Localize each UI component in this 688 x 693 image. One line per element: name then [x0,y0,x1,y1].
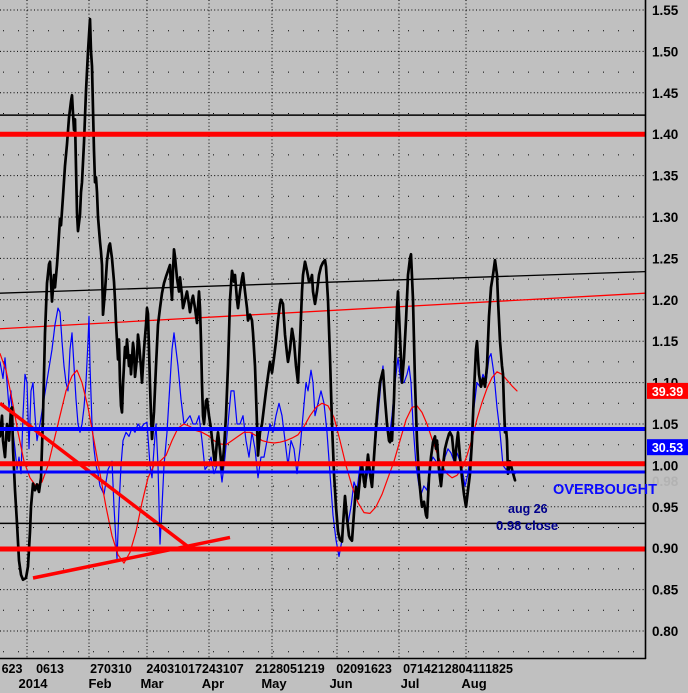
day-tick-label: 02091623 [336,662,392,676]
dim-level-label: 0.98 [652,474,679,489]
y-tick-label: 1.45 [652,86,679,101]
y-tick-label: 1.55 [652,3,679,18]
trend-lines [0,270,646,330]
month-label: Apr [202,676,224,691]
y-tick-label: 1.25 [652,251,679,266]
y-tick-label: 0.90 [652,541,678,556]
horizontal-level-lines [0,114,645,552]
grid [0,0,645,658]
month-label: Mar [140,676,163,691]
y-tick-label: 1.35 [652,169,679,184]
close-note: 0.98 close [496,518,558,533]
y-tick-label: 0.95 [652,500,679,515]
overbought-label: OVERBOUGHT [553,482,657,498]
day-tick-label: 2128051219 [255,662,325,676]
month-label: Aug [461,676,486,691]
badge-value: 30.53 [652,441,683,455]
month-label: Feb [88,676,111,691]
day-tick-label: 623 [2,662,23,676]
day-tick-label: 0714212804111825 [403,662,513,676]
downtrend-red [0,401,192,550]
date-note: aug 26 [508,502,548,516]
month-label: Jul [401,676,420,691]
day-tick-label: 0613 [36,662,64,676]
y-tick-label: 1.30 [652,210,678,225]
day-tick-label: 270310 [90,662,132,676]
uptrend-red [32,535,231,580]
y-axis-labels: 1.551.501.451.401.351.301.251.201.151.10… [652,3,679,639]
day-tick-label: 24031017243107 [146,662,243,676]
y-tick-label: 1.50 [652,44,678,59]
y-tick-label: 1.05 [652,417,679,432]
y-tick-label: 1.40 [652,127,678,142]
month-label: Jun [329,676,352,691]
price-line [0,17,517,582]
channel-top-red [0,292,646,330]
x-axis-labels: 623 0613 270310 24031017243107 2128051219 020… [2,662,513,691]
y-tick-label: 1.15 [652,334,679,349]
indicator-badge-blue: 30.53 [647,439,688,456]
channel-top-black [0,270,646,294]
y-tick-label: 0.85 [652,583,679,598]
badge-value: 39.39 [652,385,683,399]
month-label: May [261,676,287,691]
indicator-badge-red: 39.39 [647,382,688,399]
y-tick-label: 1.20 [652,293,678,308]
month-label: 2014 [19,676,49,691]
y-tick-label: 1.00 [652,458,678,473]
y-tick-label: 0.80 [652,624,678,639]
